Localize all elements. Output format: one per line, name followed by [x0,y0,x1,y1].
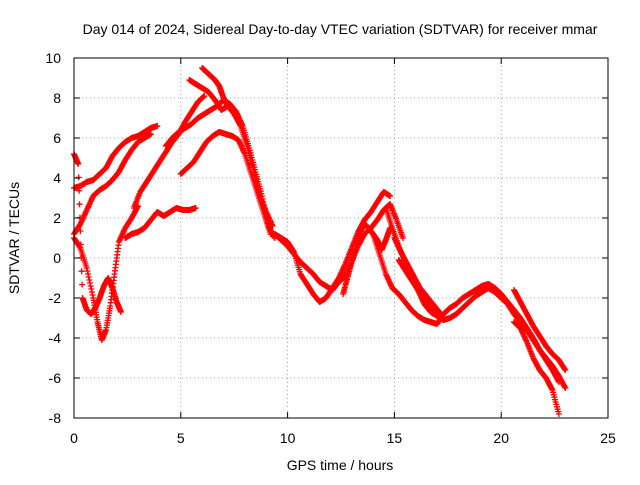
y-tick-label: 4 [53,170,61,186]
data-point [79,281,86,288]
y-tick-label: 10 [45,50,61,66]
data-point [75,174,82,181]
series-track-2 [71,131,154,237]
data-point [154,123,161,129]
data-point [77,228,84,234]
series-track-5 [122,205,199,241]
data-point [76,201,83,208]
data-point [201,93,208,99]
plot-frame [73,57,609,419]
x-tick-label: 25 [600,430,616,446]
data-point [229,107,236,113]
chart-title: Day 014 of 2024, Sidereal Day-to-day VTE… [83,21,598,37]
data-point [76,187,83,194]
series-track-4 [71,203,142,343]
data-point [117,309,124,315]
tick-labels: 0 5 10 15 20 25 -8 -6 -4 -2 0 2 4 6 8 10 [45,50,616,446]
series-track-7 [162,97,278,241]
data-point [555,379,562,385]
y-tick-label: 0 [53,250,61,266]
data-point [147,131,154,137]
x-tick-label: 15 [387,430,403,446]
data-point [78,268,85,275]
x-tick-label: 5 [177,430,185,446]
axes [73,57,609,419]
series-track-17 [395,257,447,321]
data-point [555,411,562,417]
series-track-1 [71,123,161,191]
x-tick-label: 0 [70,430,78,446]
data-point [387,193,394,199]
series-track-16 [391,235,443,315]
data-points [71,65,569,417]
series-track-6 [130,93,208,211]
data-point [562,385,569,391]
y-tick-label: 2 [53,210,61,226]
y-axis-label: SDTVAR / TECUs [6,182,22,294]
data-point [562,367,569,373]
series-track-18 [511,287,569,373]
y-tick-label: -6 [49,370,62,386]
data-point [75,161,82,167]
x-tick-label: 10 [280,430,296,446]
series-track-9 [186,77,276,229]
y-tick-label: -8 [49,410,62,426]
series-track-19 [511,319,562,417]
data-point [440,315,447,321]
data-point [399,235,406,241]
series-track-10 [199,65,236,113]
y-tick-label: 8 [53,90,61,106]
grid [74,58,608,418]
y-tick-label: 6 [53,130,61,146]
y-tick-label: -2 [49,290,62,306]
y-tick-label: -4 [49,330,62,346]
data-point [192,205,199,211]
x-axis-label: GPS time / hours [287,457,394,473]
x-tick-label: 20 [493,430,509,446]
data-point [269,223,276,229]
